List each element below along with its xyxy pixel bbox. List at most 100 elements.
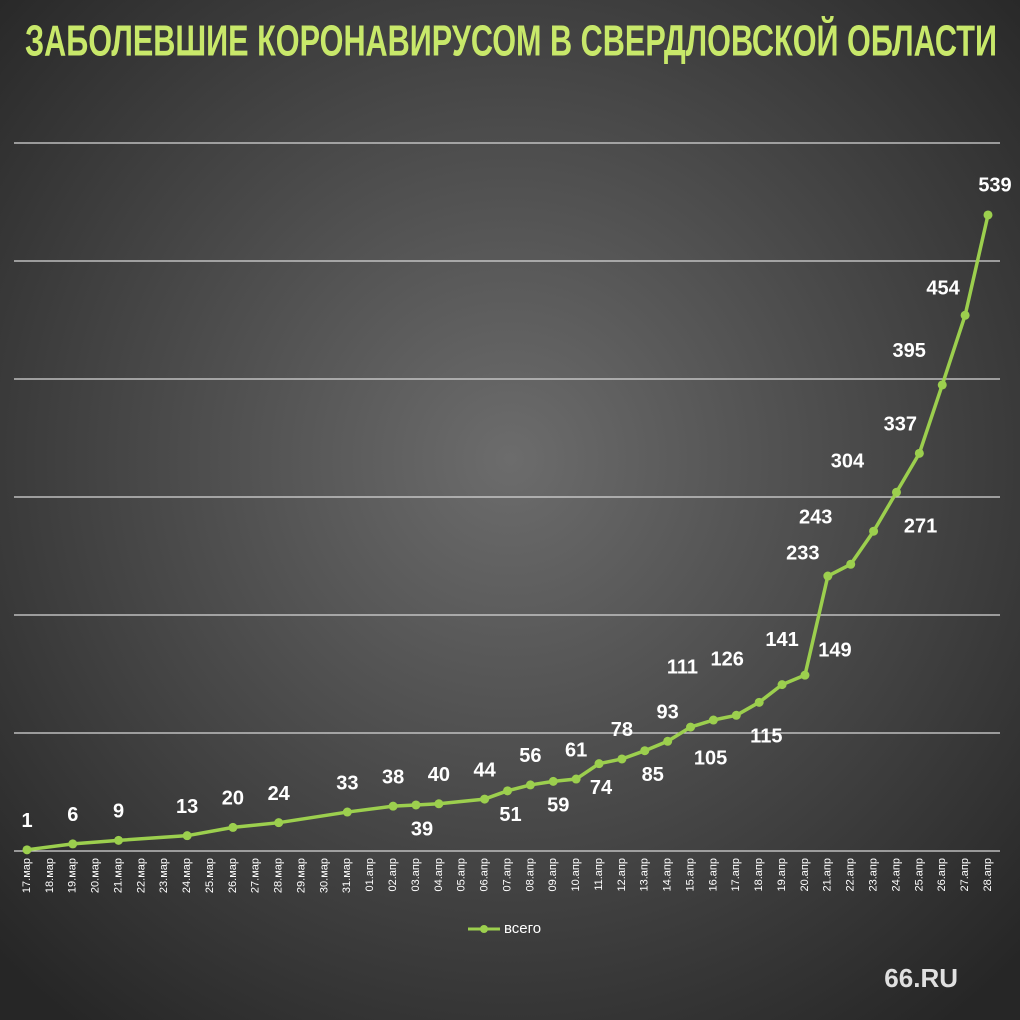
point bbox=[503, 786, 512, 796]
x-tick-label: 21.апр bbox=[822, 858, 834, 891]
value-label: 39 bbox=[411, 818, 433, 840]
x-tick-label: 19.мар bbox=[67, 858, 79, 893]
x-tick-label: 06.апр bbox=[479, 858, 491, 891]
x-tick-label: 26.апр bbox=[936, 858, 948, 891]
point bbox=[571, 774, 581, 784]
value-label: 141 bbox=[765, 629, 798, 651]
x-tick-label: 08.апр bbox=[524, 858, 536, 891]
value-label: 44 bbox=[473, 759, 496, 781]
value-label: 6 bbox=[67, 804, 78, 826]
value-label: 38 bbox=[382, 766, 404, 788]
point bbox=[869, 526, 879, 536]
value-label: 59 bbox=[547, 795, 569, 817]
x-tick-label: 20.мар bbox=[90, 858, 102, 893]
x-tick-label: 07.апр bbox=[501, 858, 513, 891]
point bbox=[342, 807, 352, 817]
x-tick-label: 21.мар bbox=[112, 858, 124, 893]
value-label: 56 bbox=[519, 745, 541, 767]
x-tick-label: 23.мар bbox=[158, 858, 170, 893]
x-tick-label: 14.апр bbox=[662, 858, 674, 891]
legend-label: всего bbox=[504, 920, 541, 937]
x-tick-label: 24.апр bbox=[890, 858, 902, 891]
value-label: 33 bbox=[336, 772, 358, 794]
value-label: 126 bbox=[711, 649, 744, 671]
value-label: 78 bbox=[611, 719, 633, 741]
point bbox=[754, 697, 764, 707]
value-label: 40 bbox=[428, 764, 450, 786]
x-tick-label: 09.апр bbox=[547, 858, 559, 891]
x-tick-label: 11.апр bbox=[593, 858, 605, 891]
point bbox=[22, 845, 32, 855]
x-tick-label: 02.апр bbox=[387, 858, 399, 891]
x-tick-label: 23.апр bbox=[868, 858, 880, 891]
x-tick-label: 22.апр bbox=[845, 858, 857, 891]
x-tick-label: 28.апр bbox=[982, 858, 994, 891]
x-tick-label: 24.мар bbox=[181, 858, 193, 893]
point bbox=[686, 722, 696, 732]
x-tick-label: 29.мар bbox=[295, 858, 307, 893]
point bbox=[640, 746, 650, 756]
value-label: 233 bbox=[786, 542, 819, 564]
point bbox=[800, 670, 810, 680]
point bbox=[274, 818, 284, 828]
x-tick-label: 30.мар bbox=[318, 858, 330, 893]
point bbox=[663, 736, 673, 746]
x-tick-label: 17.апр bbox=[730, 858, 742, 891]
x-tick-label: 15.апр bbox=[684, 858, 696, 891]
point bbox=[708, 715, 718, 725]
value-label: 111 bbox=[667, 656, 698, 678]
x-tick-label: 26.мар bbox=[227, 858, 239, 893]
x-tick-label: 25.мар bbox=[204, 858, 216, 893]
x-tick-label: 31.мар bbox=[341, 858, 353, 893]
x-tick-label: 18.мар bbox=[44, 858, 56, 893]
x-tick-label: 18.апр bbox=[753, 858, 765, 891]
x-tick-label: 05.апр bbox=[456, 858, 468, 891]
point bbox=[434, 799, 444, 809]
value-label: 454 bbox=[926, 278, 960, 300]
value-label: 20 bbox=[222, 788, 244, 810]
x-tick-label: 28.мар bbox=[273, 858, 285, 893]
value-label: 85 bbox=[642, 764, 664, 786]
value-label: 61 bbox=[565, 739, 587, 761]
value-label: 539 bbox=[978, 174, 1011, 196]
value-label: 13 bbox=[176, 796, 198, 818]
point bbox=[480, 794, 490, 804]
x-tick-label: 25.апр bbox=[913, 858, 925, 891]
value-label: 9 bbox=[113, 801, 124, 823]
point bbox=[891, 487, 901, 497]
point bbox=[823, 571, 833, 581]
point bbox=[846, 559, 856, 569]
value-label: 105 bbox=[694, 747, 727, 769]
point bbox=[777, 680, 787, 690]
x-tick-label: 19.апр bbox=[776, 858, 788, 891]
value-label: 1 bbox=[21, 810, 32, 832]
point bbox=[228, 822, 238, 832]
point bbox=[548, 776, 558, 786]
value-label: 24 bbox=[268, 783, 291, 805]
legend-marker bbox=[480, 925, 488, 933]
value-label: 395 bbox=[893, 340, 926, 362]
point bbox=[388, 801, 398, 811]
value-label: 243 bbox=[799, 507, 832, 529]
value-label: 149 bbox=[818, 639, 851, 661]
point bbox=[937, 380, 947, 390]
x-tick-label: 27.апр bbox=[959, 858, 971, 891]
x-tick-label: 01.апр bbox=[364, 858, 376, 891]
x-tick-label: 13.апр bbox=[639, 858, 651, 891]
point bbox=[411, 800, 421, 810]
x-tick-label: 20.апр bbox=[799, 858, 811, 891]
point bbox=[617, 754, 627, 764]
x-tick-label: 03.апр bbox=[410, 858, 422, 891]
chart-title: ЗАБОЛЕВШИЕ КОРОНАВИРУСОМ В СВЕРДЛОВСКОЙ … bbox=[25, 15, 997, 66]
x-tick-label: 12.апр bbox=[616, 858, 628, 891]
value-label: 115 bbox=[750, 726, 782, 748]
value-label: 51 bbox=[499, 804, 521, 826]
x-tick-label: 16.апр bbox=[707, 858, 719, 891]
value-label: 337 bbox=[884, 414, 917, 436]
value-label: 93 bbox=[657, 702, 679, 724]
value-label: 74 bbox=[590, 777, 613, 799]
logo: 66.RU bbox=[884, 963, 958, 993]
